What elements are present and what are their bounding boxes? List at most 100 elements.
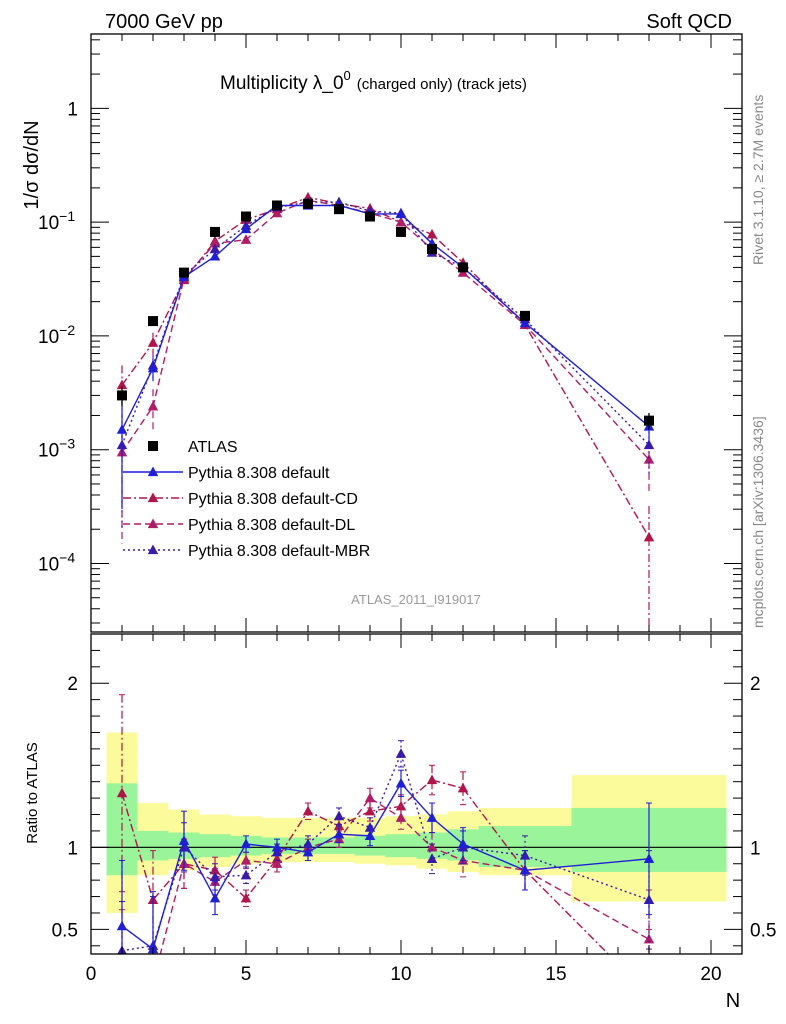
ratio-point <box>209 892 221 903</box>
ratio-point <box>148 976 158 986</box>
legend-marker <box>147 492 159 503</box>
data-point <box>458 262 468 273</box>
main-plot-frame <box>90 33 743 633</box>
y-tick-label: 10−1 <box>38 208 75 234</box>
data-point <box>395 216 407 227</box>
data-point <box>210 226 220 237</box>
series-line-dl <box>121 199 650 460</box>
ratio-plot-frame <box>90 633 743 955</box>
ratio-point <box>333 810 345 821</box>
ratio-point <box>395 800 407 811</box>
legend-entry-data: ATLAS <box>148 439 238 456</box>
data-point <box>643 531 655 542</box>
y-tick-label: 10−2 <box>38 322 75 348</box>
data-point <box>519 317 531 328</box>
legend-entry-mbr: Pythia 8.308 default-MBR <box>123 543 370 560</box>
series-data <box>117 198 654 430</box>
ratio-plot-series <box>116 694 655 986</box>
series-cd <box>116 191 655 632</box>
legend-label: ATLAS <box>188 439 238 456</box>
ratio-point <box>364 792 376 803</box>
ratio-point <box>395 812 407 822</box>
ratio-point <box>209 876 221 886</box>
x-tick-label: 15 <box>545 964 566 985</box>
data-point <box>271 207 283 218</box>
data-point <box>116 379 128 390</box>
data-point <box>426 228 438 239</box>
data-point <box>395 208 407 219</box>
ratio-point <box>121 953 123 954</box>
data-point <box>241 211 251 222</box>
data-point <box>272 200 282 211</box>
header-category: Soft QCD <box>646 11 732 33</box>
x-axis-label: N <box>726 990 740 1012</box>
ratio-series-default <box>116 769 655 954</box>
ratio-point <box>426 812 438 822</box>
ratio-point <box>302 805 314 816</box>
ratio-point <box>519 864 531 875</box>
data-point <box>147 362 159 373</box>
header-energy: 7000 GeV pp <box>105 11 223 33</box>
data-point <box>396 226 406 237</box>
ratio-y-tick-label: 2 <box>67 674 78 695</box>
y-axis-label: 1/σ dσ/dN <box>21 120 43 209</box>
ratio-point <box>240 892 252 903</box>
legend-marker <box>148 441 158 451</box>
legend-marker <box>147 466 159 477</box>
ratio-point <box>457 782 469 793</box>
ratio-point <box>364 805 376 816</box>
x-tick-label: 5 <box>241 964 252 985</box>
plot-title: Multiplicity λ_00(charged only) (track j… <box>220 68 527 94</box>
ratio-line-mbr <box>121 751 650 952</box>
data-point <box>179 267 189 278</box>
ratio-point <box>271 841 283 852</box>
x-tick-label: 10 <box>390 964 411 985</box>
legend-entry-default: Pythia 8.308 default <box>123 465 330 482</box>
ratio-point <box>364 830 376 840</box>
ratio-point <box>209 871 221 881</box>
x-tick-label: 20 <box>700 964 721 985</box>
legend-label: Pythia 8.308 default-DL <box>188 517 355 534</box>
legend-label: Pythia 8.308 default-MBR <box>188 543 370 560</box>
ratio-axis-label: Ratio to ATLAS <box>24 742 41 843</box>
ratio-y-tick-label-right: 0.5 <box>750 920 776 941</box>
legend-entry-cd: Pythia 8.308 default-CD <box>123 491 358 508</box>
band-green-3 <box>199 834 231 858</box>
rivet-label: Rivet 3.1.10, ≥ 2.7M events <box>750 95 766 265</box>
y-tick-label: 1 <box>67 99 78 120</box>
legend: ATLAS Pythia 8.308 default Pythia 8.308 de… <box>123 439 370 560</box>
ratio-point <box>302 838 314 849</box>
data-point <box>147 400 159 411</box>
main-plot-series <box>116 191 655 632</box>
series-line-cd <box>121 196 650 538</box>
ratio-point <box>643 853 655 863</box>
ratio-point <box>426 853 438 863</box>
data-point <box>209 237 221 248</box>
ratio-y-tick-label: 1 <box>67 838 78 859</box>
mcplots-label: mcplots.cern.ch [arXiv:1306.3436] <box>750 416 766 628</box>
data-point <box>240 223 252 234</box>
data-point <box>116 424 128 434</box>
data-point <box>643 454 655 464</box>
ratio-point <box>457 838 469 849</box>
ratio-point <box>240 869 252 880</box>
ratio-point <box>240 854 252 865</box>
axes: 0 5 10 15 20 1 10−1 10−2 10−3 10−4 0.5 0.5 1 1 2 2 <box>38 34 776 985</box>
data-point <box>303 198 313 209</box>
series-default <box>116 199 655 510</box>
data-point <box>209 243 221 254</box>
ratio-point <box>240 838 252 849</box>
data-point <box>334 204 344 215</box>
legend-entry-dl: Pythia 8.308 default-DL <box>123 517 355 534</box>
ratio-point <box>426 841 438 852</box>
legend-label: Pythia 8.308 default-CD <box>188 491 358 508</box>
data-point <box>209 250 221 261</box>
legend-marker <box>147 518 159 529</box>
ratio-point <box>116 787 128 798</box>
y-tick-label: 10−3 <box>38 436 75 462</box>
ratio-line-cd <box>121 779 610 954</box>
ratio-y-tick-label: 0.5 <box>52 920 78 941</box>
ratio-point <box>333 828 345 839</box>
ratio-point <box>178 835 190 845</box>
